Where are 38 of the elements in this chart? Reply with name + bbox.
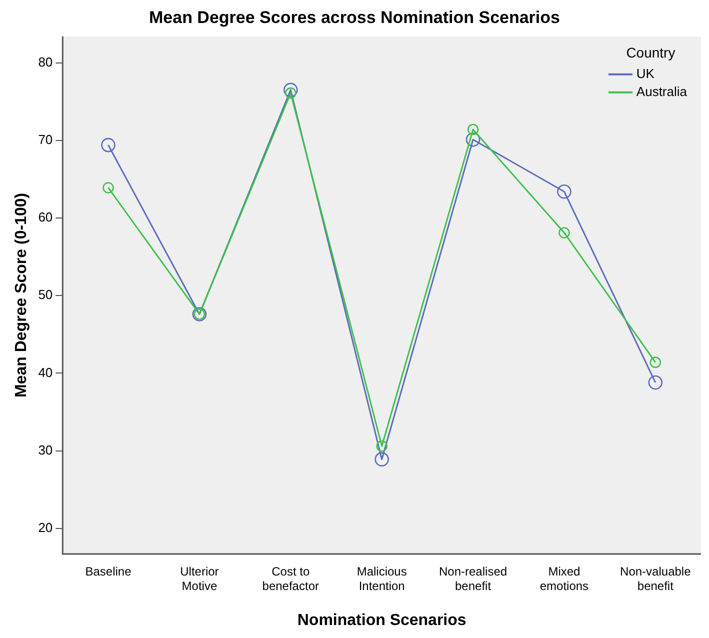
category-label: Cost to [272,564,310,579]
chart-title: Mean Degree Scores across Nomination Scenarios [149,8,560,27]
legend-label: UK [636,66,655,81]
y-tick-label: 30 [38,442,53,458]
point [557,184,572,199]
category-label: Baseline [85,564,132,579]
category-label: Non-realised [439,564,508,579]
point [650,356,662,368]
point [648,375,663,390]
category-label: Ulterior [180,564,219,579]
y-tick-label: 20 [38,520,53,535]
point [467,124,479,136]
point [284,87,296,99]
category-label: benefit [637,578,674,593]
category-label: benefit [455,578,492,593]
y-tick-label: 70 [38,132,53,147]
y-tick-label: 80 [38,54,53,70]
legend-label: Australia [636,84,688,99]
point [558,227,570,238]
legend-title: Country [626,44,676,60]
point [374,452,389,466]
y-axis-title: Mean Degree Score (0-100) [13,192,30,398]
category-label: emotions [540,578,589,593]
category-label: Malicious [356,564,407,579]
point [283,82,298,98]
category-label: Mixed [548,564,580,579]
y-tick-label: 50 [38,287,53,302]
category-label: Non-valuable [620,564,691,579]
point [466,132,480,147]
category-label: Intention [358,578,405,593]
category-label: Motive [182,578,218,593]
point [101,138,116,152]
point [102,182,114,194]
point [376,440,388,452]
y-tick-label: 40 [38,364,53,380]
category-label: benefactor [262,578,319,593]
y-tick-label: 60 [38,210,53,225]
x-axis-title: Nomination Scenarios [297,612,466,629]
